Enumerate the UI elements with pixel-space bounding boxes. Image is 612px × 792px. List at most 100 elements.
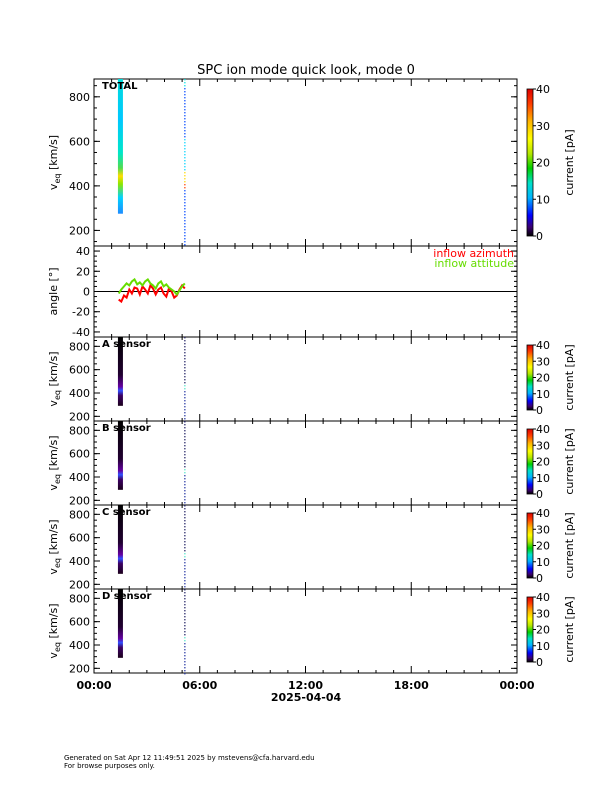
heatmap-cell (184, 451, 186, 453)
y-tick-label: 600 (69, 616, 90, 629)
y-tick-label: 200 (69, 662, 90, 675)
y-tick-label: 400 (69, 555, 90, 568)
heatmap-cell (184, 337, 186, 339)
heatmap-cell (184, 664, 186, 666)
y-axis-label: veq [km/s] (47, 603, 62, 658)
colorbar-tick-label: 40 (536, 507, 550, 520)
heatmap-cell (184, 643, 186, 645)
colorbar-tick-label: 40 (536, 339, 550, 352)
heatmap-cell (184, 619, 186, 621)
heatmap-cell (184, 589, 186, 591)
heatmap-cell (184, 382, 186, 384)
y-tick-label: 400 (69, 180, 90, 193)
x-tick-label: 06:00 (182, 679, 217, 692)
heatmap-cell (184, 355, 186, 357)
heatmap-cell (184, 559, 186, 561)
heatmap-column (117, 337, 123, 406)
heatmap-cell (184, 214, 186, 216)
heatmap-cell (184, 352, 186, 354)
panel-frame (93, 420, 518, 506)
y-tick-label: 800 (69, 91, 90, 104)
heatmap-cell (184, 184, 186, 186)
heatmap-cell (184, 343, 186, 345)
colorbar (526, 512, 534, 579)
heatmap-column (117, 505, 123, 574)
heatmap-cell (184, 625, 186, 627)
heatmap-cell (184, 127, 186, 129)
heatmap-cell (184, 244, 186, 246)
colorbar-tick-label: 20 (536, 540, 550, 553)
heatmap-cell (184, 202, 186, 204)
panel-c-sensor: 200 400 600 800 veq [km/s] C sensor 0 10 20 30 40 c… (47, 504, 576, 591)
heatmap-cell (184, 115, 186, 117)
heatmap-cell (184, 379, 186, 381)
colorbar-tick-label: 40 (536, 83, 550, 96)
heatmap-cell (184, 145, 186, 147)
y-axis-label: veq [km/s] (47, 519, 62, 574)
heatmap-cell (184, 622, 186, 624)
heatmap-cell (184, 475, 186, 477)
heatmap-cell (184, 502, 186, 504)
heatmap-cell (184, 133, 186, 135)
y-tick-label: 400 (69, 471, 90, 484)
colorbar-label: current [pA] (563, 428, 576, 494)
heatmap-cell (184, 208, 186, 210)
panel-name: C sensor (102, 507, 150, 518)
y-tick-label: 200 (69, 494, 90, 507)
heatmap-cell (184, 523, 186, 525)
heatmap-cell (184, 148, 186, 150)
heatmap-cell (184, 490, 186, 492)
heatmap-cell (184, 445, 186, 447)
panel-b-sensor: 200 400 600 800 veq [km/s] B sensor 0 10 20 30 40 c… (47, 420, 576, 507)
heatmap-cell (184, 91, 186, 93)
heatmap-cell (184, 553, 186, 555)
heatmap-cell (184, 487, 186, 489)
heatmap-cell (184, 361, 186, 363)
heatmap-cell (184, 166, 186, 168)
heatmap-cell (184, 88, 186, 90)
y-tick-label: 200 (69, 410, 90, 423)
heatmap-cell (184, 187, 186, 189)
heatmap-cell (184, 388, 186, 390)
y-tick-label: -40 (72, 326, 90, 339)
heatmap-cell (184, 538, 186, 540)
y-tick-label: 0 (83, 286, 90, 299)
heatmap-cell (184, 631, 186, 633)
colorbar-tick-label: 40 (536, 591, 550, 604)
heatmap-cell (184, 454, 186, 456)
y-tick-label: 400 (69, 639, 90, 652)
heatmap-cell (184, 394, 186, 396)
heatmap-cell (184, 385, 186, 387)
y-axis-label: veq [km/s] (47, 351, 62, 406)
heatmap-cell (184, 613, 186, 615)
panel-frame (93, 504, 518, 590)
heatmap-cell (184, 211, 186, 213)
heatmap-cell (184, 628, 186, 630)
heatmap-cell (184, 163, 186, 165)
heatmap-cell (184, 376, 186, 378)
y-tick-label: 600 (69, 532, 90, 545)
y-tick-label: 40 (76, 245, 90, 258)
heatmap-cell (184, 616, 186, 618)
heatmap-cell (184, 610, 186, 612)
heatmap-cell (184, 109, 186, 111)
colorbar-tick-label: 30 (536, 355, 550, 368)
heatmap-cell (184, 235, 186, 237)
heatmap-cell (184, 226, 186, 228)
y-tick-label: 800 (69, 424, 90, 437)
heatmap-cell (184, 436, 186, 438)
colorbar-tick-label: 10 (536, 640, 550, 653)
heatmap-cell (184, 658, 186, 660)
y-axis-label: veq [km/s] (47, 435, 62, 490)
heatmap-cell (184, 430, 186, 432)
heatmap-cell (184, 571, 186, 573)
heatmap-cell (184, 238, 186, 240)
panel-d-sensor: 200 400 600 800 veq [km/s] D sensor 0 10 20 30 40 c… (47, 588, 576, 675)
heatmap-cell (184, 667, 186, 669)
heatmap-cell (184, 460, 186, 462)
heatmap-cell (184, 565, 186, 567)
heatmap-column (117, 79, 123, 214)
heatmap-cell (184, 601, 186, 603)
heatmap-cell (184, 130, 186, 132)
heatmap-cell (184, 547, 186, 549)
